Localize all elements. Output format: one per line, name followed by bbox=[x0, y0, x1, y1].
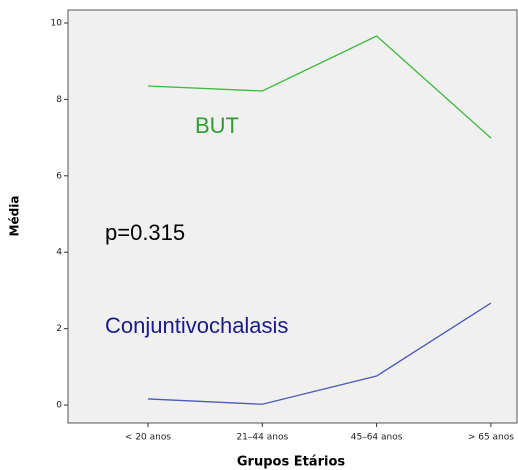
annotation: Conjuntivochalasis bbox=[105, 313, 288, 338]
line-series bbox=[147, 302, 492, 405]
plot-area bbox=[67, 9, 518, 424]
annotation: BUT bbox=[195, 113, 239, 138]
x-tick-label: 45–64 anos bbox=[351, 433, 403, 443]
y-axis-label: Média bbox=[8, 196, 22, 237]
line-series bbox=[147, 35, 492, 139]
x-tick-label: > 65 anos bbox=[468, 433, 514, 443]
y-tick-label: 2 bbox=[56, 324, 62, 334]
x-tick-label: < 20 anos bbox=[125, 433, 171, 443]
annotation: p=0.315 bbox=[105, 220, 185, 245]
x-axis-label: Grupos Etários bbox=[237, 455, 346, 470]
y-tick-label: 0 bbox=[56, 401, 62, 411]
y-tick-label: 4 bbox=[56, 248, 62, 258]
y-tick-label: 8 bbox=[56, 95, 62, 105]
y-tick-label: 6 bbox=[56, 171, 62, 181]
x-tick-label: 21–44 anos bbox=[236, 433, 288, 443]
y-tick-label: 10 bbox=[51, 18, 63, 28]
